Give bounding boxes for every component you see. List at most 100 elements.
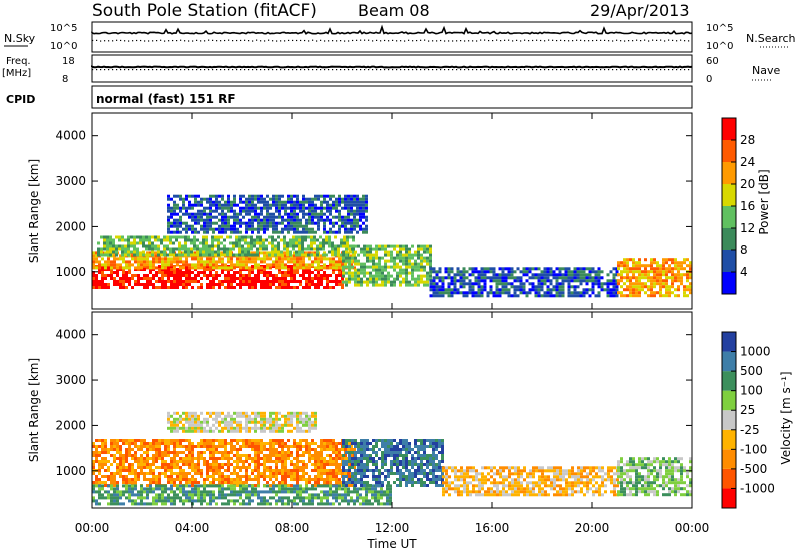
heatmap-cell [212,230,215,234]
heatmap-cell [98,266,101,270]
heatmap-cell [278,257,281,261]
heatmap-cell [259,241,262,245]
heatmap-cell [281,439,284,442]
heatmap-cell [119,451,122,454]
heatmap-cell [302,496,305,500]
nave-point [480,69,482,71]
heatmap-cell [411,262,414,266]
heatmap-cell [513,291,517,295]
heatmap-cell [161,484,164,488]
heatmap-cell [251,215,254,219]
heatmap-cell [269,286,272,289]
heatmap-cell [368,490,371,494]
heatmap-cell [299,221,302,225]
heatmap-cell [257,280,260,283]
heatmap-cell [329,502,332,506]
heatmap-cell [179,442,182,445]
heatmap-cell [498,276,502,280]
heatmap-cell [235,244,238,248]
heatmap-cell [251,487,254,491]
heatmap-cell [447,273,451,277]
heatmap-cell [148,238,151,242]
heatmap-cell [326,490,329,494]
heatmap-cell [167,230,170,234]
heatmap-cell [157,235,160,239]
heatmap-cell [164,475,167,478]
heatmap-cell [305,487,308,491]
heatmap-cell [185,472,188,475]
heatmap-cell [250,247,253,251]
heatmap-cell [310,238,313,242]
heatmap-cell [230,268,233,271]
heatmap-cell [301,247,304,251]
heatmap-cell [314,251,317,255]
heatmap-cell [299,224,302,228]
heatmap-cell [653,276,656,280]
heatmap-cell [293,472,296,475]
heatmap-cell [242,499,245,503]
heatmap-cell [320,260,323,264]
heatmap-cell [197,496,200,500]
heatmap-cell [197,481,200,484]
heatmap-cell [260,197,263,201]
heatmap-cell [287,274,290,277]
heatmap-cell [366,277,369,281]
heatmap-cell [302,460,305,463]
heatmap-cell [354,250,357,254]
heatmap-cell [167,454,170,457]
heatmap-cell [164,442,167,445]
heatmap-cell [167,277,170,280]
heatmap-cell [346,241,349,245]
heatmap-cell [113,277,116,280]
heatmap-cell [248,490,251,494]
heatmap-cell [647,276,650,280]
heatmap-cell [109,250,112,254]
heatmap-cell [209,439,212,442]
heatmap-cell [378,268,381,272]
heatmap-cell [287,457,290,460]
heatmap-cell [677,270,680,274]
heatmap-cell [650,294,653,298]
heatmap-cell [462,279,466,283]
heatmap-cell [248,286,251,289]
heatmap-cell [540,294,544,298]
heatmap-cell [173,206,176,210]
heatmap-cell [254,475,257,478]
heatmap-cell [302,227,305,231]
heatmap-cell [170,263,173,267]
heatmap-cell [558,285,562,289]
heatmap-cell [133,238,136,242]
heatmap-cell [329,257,332,261]
heatmap-cell [137,475,140,478]
heatmap-cell [325,238,328,242]
heatmap-cell [360,271,363,275]
heatmap-cell [230,227,233,231]
heatmap-cell [254,206,257,210]
heatmap-cell [176,466,179,469]
heatmap-cell [113,484,116,487]
heatmap-cell [155,448,158,451]
heatmap-cell [239,445,242,448]
heatmap-cell [356,197,359,201]
heatmap-cell [579,279,583,283]
heatmap-cell [233,274,236,277]
heatmap-cell [92,454,95,457]
heatmap-cell [366,250,369,254]
heatmap-cell [296,448,299,451]
heatmap-cell [332,439,335,442]
heatmap-cell [284,283,287,286]
heatmap-cell [287,472,290,475]
heatmap-cell [516,267,520,271]
heatmap-cell [337,250,340,254]
heatmap-cell [101,265,104,268]
heatmap-cell [489,291,493,295]
heatmap-cell [435,270,439,274]
heatmap-cell [293,230,296,234]
heatmap-cell [287,484,290,487]
heatmap-cell [465,276,469,280]
heatmap-cell [275,454,278,457]
heatmap-cell [149,481,152,484]
heatmap-cell [191,469,194,472]
heatmap-cell [176,274,179,277]
heatmap-cell [95,475,98,478]
